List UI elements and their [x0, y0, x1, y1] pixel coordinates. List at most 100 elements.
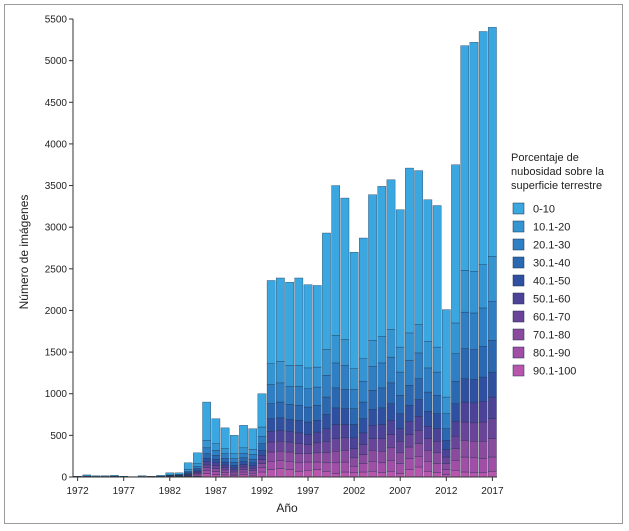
- bar-2016: [478, 31, 488, 478]
- bar-segment-2017-0-10: [488, 27, 497, 257]
- bar-segment-2009-10.1-20: [414, 324, 423, 354]
- bar-segment-2013-40.1-50: [451, 403, 460, 422]
- bar-segment-1991-50.1-60: [248, 465, 258, 469]
- bar-segment-1985-0-10: [193, 452, 202, 464]
- bar-segment-2006-0-10: [386, 179, 396, 330]
- bar-segment-2007-10.1-20: [395, 346, 405, 373]
- bar-segment-1997-30.1-40: [303, 406, 313, 423]
- bar-segment-1999-60.1-70: [322, 441, 331, 454]
- bar-segment-2010-30.1-40: [423, 391, 433, 412]
- bar-segment-2002-10.1-20: [349, 368, 359, 390]
- bar-segment-2017-70.1-80: [488, 438, 497, 458]
- bar-segment-2001-40.1-50: [340, 408, 350, 425]
- bar-1995: [285, 281, 294, 478]
- bar-segment-2000-70.1-80: [331, 451, 340, 464]
- bar-segment-2016-90.1-100: [478, 472, 488, 478]
- bar-segment-2012-60.1-70: [442, 456, 451, 464]
- bar-segment-1988-20.1-30: [220, 453, 230, 459]
- bar-segment-1993-40.1-50: [266, 418, 276, 432]
- bar-segment-2004-70.1-80: [368, 450, 377, 462]
- bar-segment-1984-20.1-30: [183, 470, 193, 473]
- bar-2002: [349, 251, 359, 478]
- bar-segment-1985-30.1-40: [193, 468, 202, 471]
- bar-segment-2013-60.1-70: [451, 436, 460, 449]
- bar-segment-2013-70.1-80: [451, 448, 460, 461]
- bar-segment-2014-70.1-80: [460, 440, 470, 458]
- bar-2015: [469, 42, 479, 478]
- x-tick-label-2012: 2012: [435, 486, 458, 497]
- bar-segment-2006-60.1-70: [386, 434, 396, 449]
- bar-segment-1989-50.1-60: [230, 467, 239, 471]
- bar-segment-1999-40.1-50: [322, 414, 331, 429]
- bar-segment-1987-50.1-60: [211, 462, 221, 466]
- y-axis-title: Número de imágenes: [17, 195, 31, 310]
- bar-segment-1987-80.1-90: [211, 471, 221, 475]
- bar-segment-2001-80.1-90: [340, 461, 350, 473]
- bar-segment-1987-30.1-40: [211, 455, 221, 460]
- bar-segment-2005-20.1-30: [377, 362, 387, 389]
- bar-segment-2000-50.1-60: [331, 424, 340, 439]
- bar-segment-1988-10.1-20: [220, 448, 230, 454]
- bar-2013: [451, 164, 460, 478]
- bar-segment-2016-60.1-70: [478, 421, 488, 442]
- bar-segment-2006-30.1-40: [386, 382, 396, 404]
- bar-segment-2017-60.1-70: [488, 418, 497, 439]
- bar-segment-2011-90.1-100: [432, 472, 442, 478]
- bar-segment-1986-70.1-80: [202, 467, 211, 471]
- bar-segment-1985-40.1-50: [193, 469, 202, 472]
- bar-segment-1988-80.1-90: [220, 472, 230, 476]
- bar-segment-1998-60.1-70: [312, 442, 322, 454]
- bar-segment-1976-0-10: [110, 475, 119, 477]
- bar-segment-1998-10.1-20: [312, 366, 322, 388]
- bar-segment-1999-30.1-40: [322, 396, 331, 415]
- bar-segment-1992-0-10: [257, 393, 267, 428]
- bar-segment-2001-90.1-100: [340, 471, 350, 478]
- bar-segment-2013-10.1-20: [451, 322, 460, 354]
- figure-frame: 0 500 1000 1500 2000 2500 3000 3500 4000 4500 5000…: [4, 4, 623, 524]
- bar-segment-2009-20.1-30: [414, 352, 423, 379]
- bar-2012: [442, 309, 451, 478]
- bar-segment-1992-90.1-100: [257, 471, 267, 478]
- bar-segment-1995-30.1-40: [285, 404, 294, 420]
- bar-segment-2004-0-10: [368, 194, 377, 341]
- bar-segment-2002-20.1-30: [349, 389, 359, 409]
- bar-segment-1988-40.1-50: [220, 461, 230, 466]
- bar-segment-1998-20.1-30: [312, 386, 322, 406]
- bar-segment-1986-60.1-70: [202, 464, 211, 469]
- x-tick-label-2017: 2017: [481, 486, 504, 497]
- bar-segment-1994-70.1-80: [276, 451, 285, 461]
- bar-segment-2003-0-10: [359, 237, 368, 359]
- bar-2003: [359, 237, 368, 478]
- bar-segment-2001-50.1-60: [340, 424, 350, 439]
- bar-segment-2003-80.1-90: [359, 463, 368, 473]
- bar-segment-1994-10.1-20: [276, 361, 285, 384]
- x-tick-label-2007: 2007: [389, 486, 412, 497]
- bar-segment-1986-20.1-30: [202, 447, 211, 454]
- legend-label-70.1-80: 70.1-80: [533, 330, 570, 342]
- bar-segment-1997-70.1-80: [303, 453, 313, 463]
- bar-segment-2011-20.1-30: [432, 371, 442, 396]
- bar-segment-2015-60.1-70: [469, 422, 479, 442]
- bar-segment-2007-20.1-30: [395, 371, 405, 396]
- bar-2007: [395, 209, 405, 478]
- legend: Porcentaje de nubosidad sobre la superfi…: [511, 152, 605, 378]
- bar-segment-1993-80.1-90: [266, 461, 276, 470]
- bar-segment-2010-70.1-80: [423, 450, 433, 462]
- bar-2011: [432, 205, 442, 478]
- bar-segment-1984-10.1-20: [183, 469, 193, 472]
- bar-2001: [340, 197, 350, 478]
- bar-segment-2001-70.1-80: [340, 450, 350, 463]
- x-axis-title: Año: [276, 501, 298, 515]
- bar-1999: [322, 232, 331, 478]
- bar-segment-1992-80.1-90: [257, 467, 267, 473]
- bar-segment-1998-50.1-60: [312, 431, 322, 444]
- bar-segment-2000-60.1-70: [331, 438, 340, 452]
- bar-segment-1995-20.1-30: [285, 386, 294, 405]
- bar-segment-1985-50.1-60: [193, 470, 202, 473]
- bar-segment-1989-30.1-40: [230, 462, 239, 466]
- bar-segment-1997-80.1-90: [303, 461, 313, 471]
- bar-segment-2001-60.1-70: [340, 437, 350, 451]
- bar-segment-2008-30.1-40: [405, 385, 414, 406]
- bar-segment-2002-90.1-100: [349, 472, 359, 478]
- bar-segment-2009-30.1-40: [414, 378, 423, 400]
